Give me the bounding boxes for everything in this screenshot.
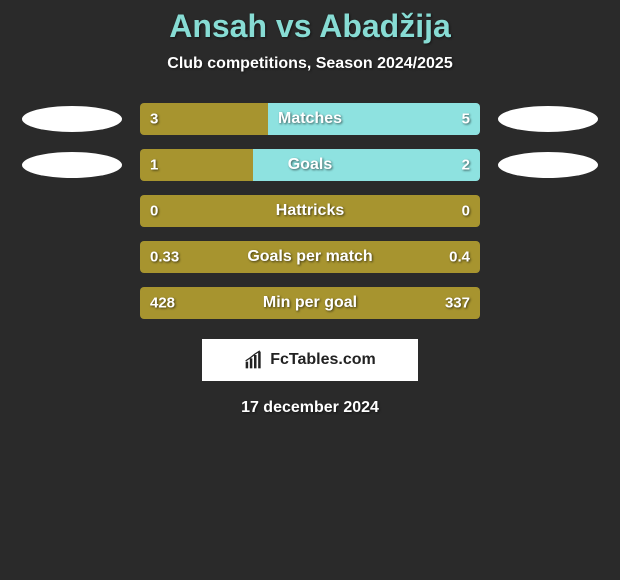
stats-rows: 3 5 Matches 1 2 Goals 0 0 Hattricks 0.33 0.4 Goals …	[0, 103, 620, 319]
stat-label: Hattricks	[276, 202, 344, 220]
value-left: 0.33	[150, 249, 179, 266]
bar-segment-left	[140, 103, 268, 135]
stat-row: 0 0 Hattricks	[0, 195, 620, 227]
player-oval-left	[22, 106, 122, 132]
value-right: 0	[462, 203, 470, 220]
stat-bar: 0 0 Hattricks	[140, 195, 480, 227]
value-right: 5	[462, 111, 470, 128]
logo-text: FcTables.com	[270, 351, 376, 369]
logo-box[interactable]: FcTables.com	[202, 339, 418, 381]
value-left: 428	[150, 295, 175, 312]
stat-bar: 0.33 0.4 Goals per match	[140, 241, 480, 273]
value-right: 2	[462, 157, 470, 174]
stat-label: Goals per match	[247, 248, 372, 266]
value-left: 0	[150, 203, 158, 220]
player-oval-right	[498, 106, 598, 132]
value-left: 3	[150, 111, 158, 128]
stat-bar: 3 5 Matches	[140, 103, 480, 135]
stat-bar: 428 337 Min per goal	[140, 287, 480, 319]
subtitle: Club competitions, Season 2024/2025	[0, 55, 620, 73]
value-left: 1	[150, 157, 158, 174]
stat-row: 3 5 Matches	[0, 103, 620, 135]
stat-label: Goals	[288, 156, 332, 174]
player-oval-right	[498, 152, 598, 178]
comparison-container: Ansah vs Abadžija Club competitions, Sea…	[0, 0, 620, 417]
value-right: 337	[445, 295, 470, 312]
value-right: 0.4	[449, 249, 470, 266]
chart-icon	[244, 350, 264, 370]
stat-row: 0.33 0.4 Goals per match	[0, 241, 620, 273]
stat-row: 428 337 Min per goal	[0, 287, 620, 319]
page-title: Ansah vs Abadžija	[0, 8, 620, 45]
stat-label: Matches	[278, 110, 342, 128]
stat-label: Min per goal	[263, 294, 357, 312]
stat-bar: 1 2 Goals	[140, 149, 480, 181]
date-label: 17 december 2024	[0, 399, 620, 417]
player-oval-left	[22, 152, 122, 178]
stat-row: 1 2 Goals	[0, 149, 620, 181]
